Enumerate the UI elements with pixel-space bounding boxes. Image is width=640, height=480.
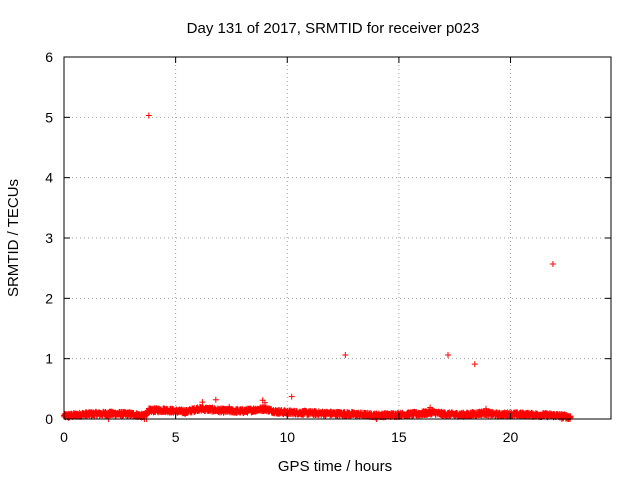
data-point bbox=[261, 399, 268, 406]
y-tick-label: 3 bbox=[45, 230, 53, 246]
data-point bbox=[427, 404, 434, 411]
chart-title: Day 131 of 2017, SRMTID for receiver p02… bbox=[187, 20, 480, 37]
data-points bbox=[61, 112, 574, 422]
y-tick-label: 2 bbox=[45, 290, 53, 306]
x-axis-label: GPS time / hours bbox=[278, 458, 392, 475]
y-tick-label: 1 bbox=[45, 351, 53, 367]
y-axis-label: SRMTID / TECUs bbox=[5, 179, 22, 297]
grid-lines bbox=[64, 57, 611, 419]
y-tick-label: 0 bbox=[45, 411, 53, 427]
data-point bbox=[65, 414, 72, 421]
data-point bbox=[471, 361, 478, 368]
data-point bbox=[199, 399, 206, 406]
y-tick-label: 6 bbox=[45, 49, 53, 65]
data-point bbox=[549, 260, 556, 267]
axis-ticks bbox=[63, 56, 611, 420]
x-tick-label: 15 bbox=[391, 429, 407, 445]
x-tick-label: 10 bbox=[279, 429, 295, 445]
data-point bbox=[482, 405, 489, 412]
data-point bbox=[145, 112, 152, 119]
data-point bbox=[212, 396, 219, 403]
data-point bbox=[288, 393, 295, 400]
y-tick-label: 5 bbox=[45, 109, 53, 125]
x-tick-label: 5 bbox=[172, 429, 180, 445]
x-tick-label: 0 bbox=[60, 429, 68, 445]
data-point bbox=[226, 403, 233, 410]
x-tick-label: 20 bbox=[503, 429, 519, 445]
y-tick-label: 4 bbox=[45, 170, 53, 186]
data-point bbox=[445, 352, 452, 359]
data-point bbox=[342, 352, 349, 359]
tick-labels: 0 5 10 15 20 0 1 2 3 4 5 6 bbox=[45, 49, 518, 445]
